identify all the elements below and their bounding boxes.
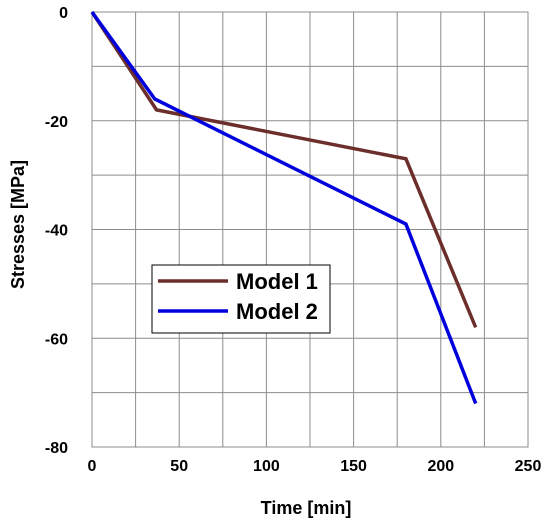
series-line-2 <box>90 10 478 405</box>
series-line-1 <box>90 11 478 329</box>
x-tick-label: 50 <box>170 458 188 475</box>
x-tick-label: 0 <box>88 458 97 475</box>
x-tick-label: 100 <box>253 458 280 475</box>
x-tick-label: 200 <box>427 458 454 475</box>
y-tick-label: -60 <box>45 331 68 348</box>
x-tick-label: 250 <box>515 458 542 475</box>
y-tick-label: 0 <box>59 5 68 22</box>
series-lines <box>90 10 478 405</box>
legend: Model 1 Model 2 <box>151 264 331 334</box>
y-axis-title: Stresses [MPa] <box>8 160 28 289</box>
y-tick-label: -80 <box>45 440 68 457</box>
x-tick-label: 150 <box>340 458 367 475</box>
y-axis-ticks: 0 -20 -40 -60 -80 <box>45 5 68 457</box>
legend-label-model-1: Model 1 <box>236 269 318 294</box>
y-tick-label: -40 <box>45 223 68 240</box>
grid <box>92 12 528 447</box>
x-axis-title: Time [min] <box>261 498 352 518</box>
legend-label-model-2: Model 2 <box>236 299 318 324</box>
y-tick-label: -20 <box>45 114 68 131</box>
legend-box <box>151 264 331 334</box>
plot-frame <box>91 11 529 448</box>
x-axis-ticks: 0 50 100 150 200 250 <box>88 458 542 475</box>
